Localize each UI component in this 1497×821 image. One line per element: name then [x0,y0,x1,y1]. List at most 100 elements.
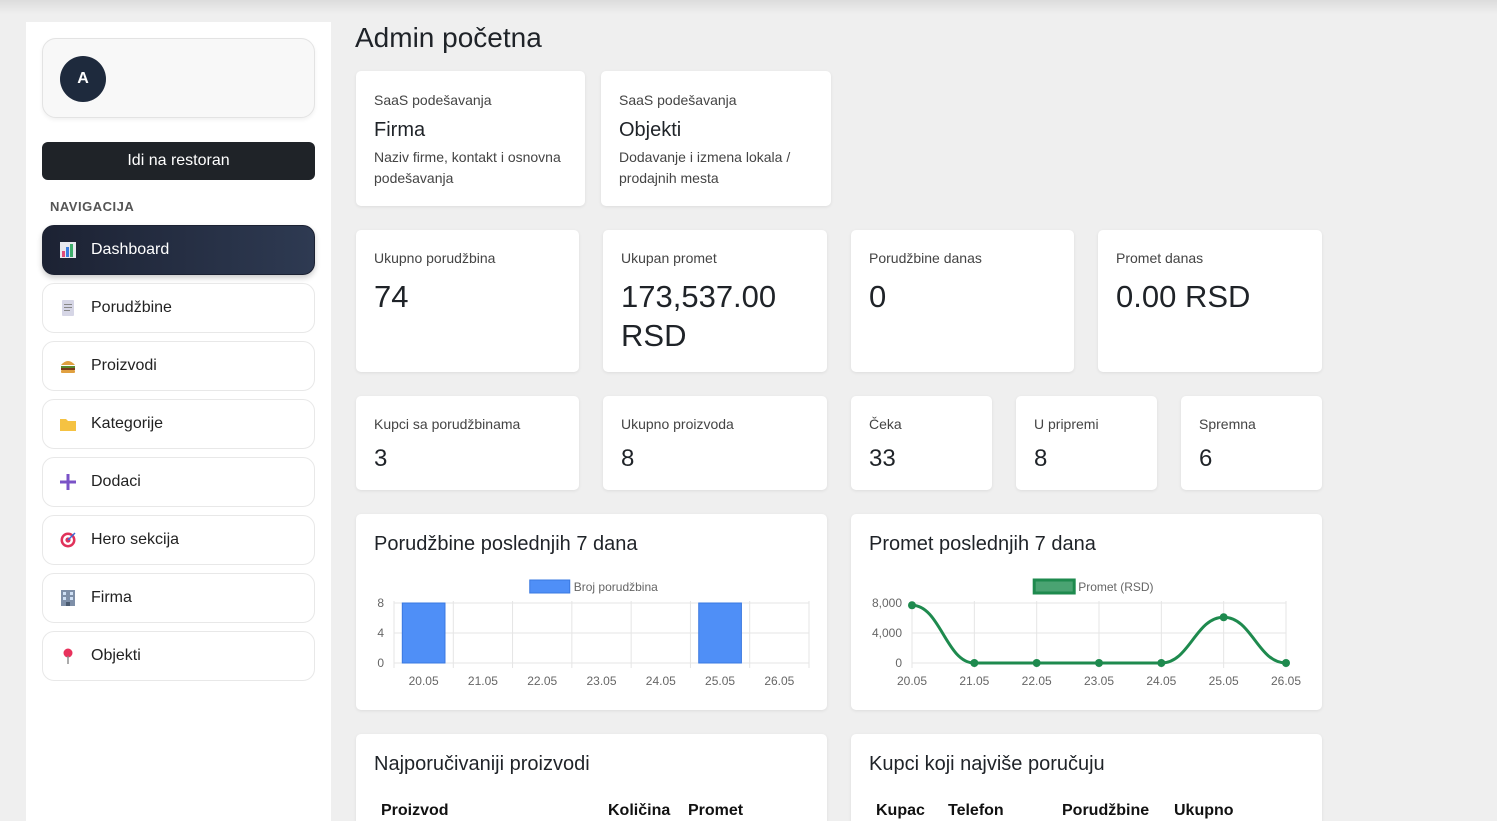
saas-card-title: Firma [374,119,426,141]
orders-chart: Broj porudžbina 0 4 8 20.05 21.05 22.05 23.05 24… [377,579,810,688]
saas-card-desc: Dodavanje i izmena lokala / prodajnih me… [619,149,791,186]
y-tick-label: 4 [377,626,384,640]
stat-label: Ukupno proizvoda [621,416,734,432]
x-tick-label: 21.05 [959,674,989,688]
folder-icon [60,416,76,432]
stat-products: Ukupno proizvoda 8 [603,396,827,490]
stat-label: Porudžbine danas [869,250,982,266]
x-tick-label: 25.05 [705,674,735,688]
stat-ready: Spremna 6 [1181,396,1322,490]
saas-card-eyebrow: SaaS podešavanja [619,92,737,108]
x-tick-label: 23.05 [1084,674,1114,688]
goto-restaurant-button[interactable]: Idi na restoran [42,142,315,180]
saas-card-desc: Naziv firme, kontakt i osnovna podešavan… [374,149,561,186]
x-tick-label: 22.05 [527,674,557,688]
table-title: Najporučivaniji proizvodi [374,753,590,775]
legend-swatch [529,579,571,594]
x-tick-label: 26.05 [764,674,794,688]
column-header[interactable]: Količina [608,802,671,819]
sidebar-item-label: Kategorije [91,415,164,432]
sidebar-item-proizvodi[interactable]: Proizvodi [42,341,315,391]
stat-value: 8 [1034,445,1048,472]
column-header[interactable]: Porudžbine [1062,802,1150,819]
x-tick-label: 24.05 [646,674,676,688]
stat-label: Promet danas [1116,250,1204,266]
stat-value: 3 [374,445,388,472]
x-tick-label: 20.05 [409,674,439,688]
stat-value: 173,537.00 RSD [621,279,777,353]
stat-value: 0 [869,279,887,314]
data-point [1282,659,1290,667]
sidebar-item-porudzbine[interactable]: Porudžbine [42,283,315,333]
saas-card-title: Objekti [619,119,682,141]
stat-label: Čeka [869,416,902,432]
stat-label: Ukupan promet [621,250,717,266]
sidebar-item-dodaci[interactable]: Dodaci [42,457,315,507]
y-tick-label: 4,000 [872,626,902,640]
data-point [908,601,916,610]
data-point [1095,659,1103,667]
x-tick-label: 21.05 [468,674,498,688]
page-title: Admin početna [355,22,542,53]
stat-value: 8 [621,445,635,472]
stat-total-revenue: Ukupan promet 173,537.00 RSD [603,230,827,372]
saas-card-firma[interactable]: SaaS podešavanja Firma Naziv firme, kont… [356,71,585,206]
column-header[interactable]: Telefon [948,802,1004,819]
y-tick-label: 0 [377,656,384,670]
receipt-icon [60,300,76,316]
chart-card-orders: Porudžbine poslednjih 7 dana Broj porudž… [356,514,827,710]
x-tick-label: 24.05 [1146,674,1176,688]
saas-card-eyebrow: SaaS podešavanja [374,92,492,108]
revenue-chart: Promet (RSD) 0 4,000 8,000 20.05 21.05 22.05 23… [872,578,1301,688]
stat-waiting: Čeka 33 [851,396,992,490]
profile-card: A [42,38,315,118]
column-header[interactable]: Promet [688,802,744,819]
stat-revenue-today: Promet danas 0.00 RSD [1098,230,1322,372]
target-icon [60,532,76,548]
sidebar: A Idi na restoran NAVIGACIJA Dashboard P… [26,22,331,821]
sidebar-item-label: Firma [91,589,132,606]
stat-label: U pripremi [1034,416,1099,432]
avatar[interactable]: A [60,56,106,102]
x-tick-label: 22.05 [1022,674,1052,688]
stat-preparing: U pripremi 8 [1016,396,1157,490]
data-point [1157,659,1166,667]
stat-value: 33 [869,445,896,472]
y-tick-label: 0 [895,656,902,670]
chart-card-revenue: Promet poslednjih 7 dana Promet (RSD) 0 4,… [851,514,1322,710]
legend-label: Broj porudžbina [574,580,658,594]
stat-value: 0.00 RSD [1116,279,1251,314]
sidebar-item-label: Dashboard [91,241,170,258]
column-header[interactable]: Proizvod [381,802,449,819]
stat-orders-today: Porudžbine danas 0 [851,230,1074,372]
y-tick-label: 8 [377,596,384,610]
x-tick-label: 26.05 [1271,674,1301,688]
sidebar-item-dashboard[interactable]: Dashboard [42,225,315,275]
x-tick-label: 25.05 [1209,674,1239,688]
saas-card-objekti[interactable]: SaaS podešavanja Objekti Dodavanje i izm… [601,71,831,206]
data-point [1032,659,1041,667]
bar [401,602,446,664]
stat-total-orders: Ukupno porudžbina 74 [356,230,579,372]
table-title: Kupci koji najviše poručuju [869,753,1105,775]
sidebar-item-hero-sekcija[interactable]: Hero sekcija [42,515,315,565]
sidebar-item-label: Objekti [91,647,141,664]
chart-title: Promet poslednjih 7 dana [869,533,1096,555]
sidebar-item-kategorije[interactable]: Kategorije [42,399,315,449]
burger-icon [60,358,76,374]
column-header[interactable]: Ukupno [1174,802,1234,819]
data-point [970,659,979,667]
x-tick-label: 23.05 [586,674,616,688]
x-tick-label: 20.05 [897,674,927,688]
plus-icon [60,474,76,490]
column-header[interactable]: Kupac [876,802,925,819]
stat-label: Spremna [1199,416,1256,432]
top-customers-card: Kupci koji najviše poručuju Kupac Telefo… [851,734,1322,821]
bar [698,602,742,664]
nav-heading: NAVIGACIJA [50,199,135,214]
data-point [1219,613,1228,622]
sidebar-item-firma[interactable]: Firma [42,573,315,623]
stat-customers: Kupci sa porudžbinama 3 [356,396,579,490]
stat-value: 6 [1199,445,1213,472]
sidebar-item-objekti[interactable]: Objekti [42,631,315,681]
